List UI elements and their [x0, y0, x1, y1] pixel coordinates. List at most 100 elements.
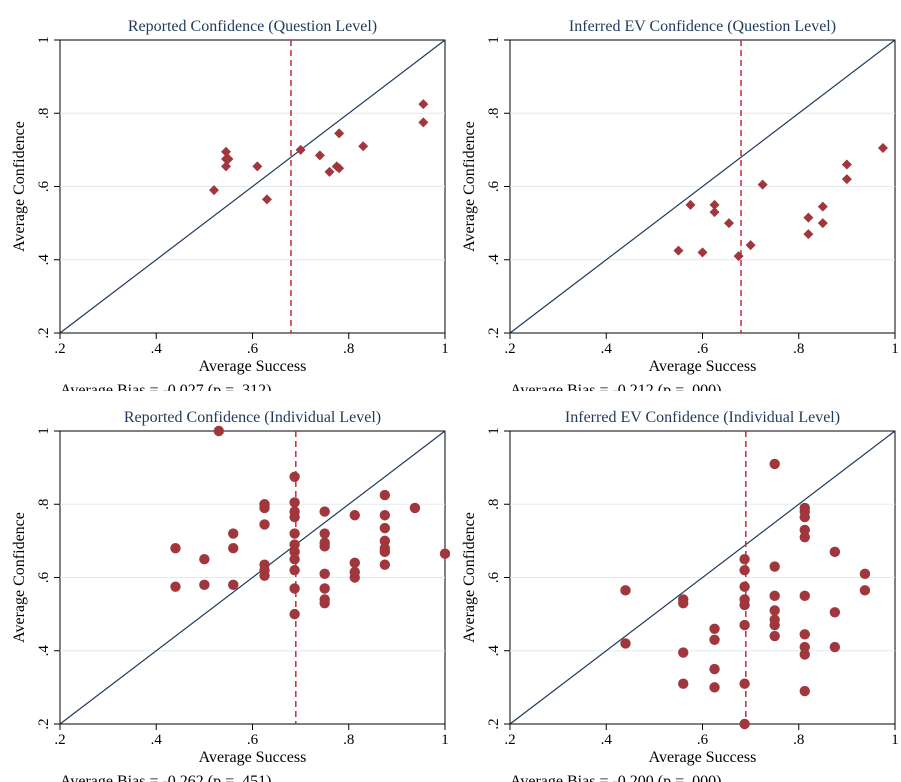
- data-point: [199, 553, 210, 565]
- y-tick-label: .6: [36, 180, 52, 192]
- data-point: [829, 546, 841, 558]
- x-axis-label: Average Success: [649, 749, 757, 766]
- y-tick-label: 1: [36, 427, 52, 435]
- scatter-chart: Inferred EV Confidence (Individual Level…: [461, 409, 899, 782]
- y-axis-label: Average Confidence: [11, 512, 28, 643]
- data-point: [418, 117, 429, 128]
- data-point: [349, 510, 360, 521]
- x-tick-label: .8: [793, 732, 804, 748]
- data-point: [709, 663, 720, 675]
- data-point: [259, 570, 270, 581]
- chart-panel-inferred-question: Inferred EV Confidence (Question Level).…: [450, 0, 901, 391]
- data-point: [769, 619, 780, 631]
- data-point: [379, 489, 391, 501]
- data-point: [334, 128, 345, 139]
- x-axis-label: Average Success: [649, 358, 757, 375]
- data-point: [289, 546, 300, 558]
- x-tick-label: 1: [441, 341, 449, 357]
- data-point: [289, 583, 300, 594]
- data-point: [349, 572, 360, 583]
- x-tick-label: .4: [601, 341, 613, 357]
- data-point: [841, 159, 852, 170]
- data-point: [817, 201, 828, 212]
- chart-panel-reported-question: Reported Confidence (Question Level) .2 .4…: [0, 0, 450, 391]
- data-point: [228, 579, 239, 591]
- y-axis-label: Average Confidence: [461, 121, 478, 252]
- data-point: [314, 150, 325, 161]
- reference-line: [509, 39, 896, 334]
- data-point: [319, 506, 330, 517]
- data-point: [678, 647, 689, 658]
- data-point: [799, 685, 810, 697]
- data-point: [799, 649, 810, 660]
- data-point: [829, 607, 841, 618]
- y-tick-label: .2: [36, 327, 52, 338]
- data-point: [697, 247, 708, 258]
- x-tick-label: .4: [151, 732, 163, 748]
- data-point: [289, 471, 300, 482]
- reference-line: [59, 430, 446, 725]
- x-tick-label: .6: [697, 732, 709, 748]
- scatter-chart: Reported Confidence (Individual Level) .2…: [11, 409, 450, 782]
- y-tick-label: .6: [36, 571, 52, 583]
- data-point: [223, 154, 234, 165]
- data-point: [319, 528, 330, 539]
- data-point: [739, 564, 750, 576]
- data-point: [295, 144, 306, 155]
- data-point: [379, 559, 391, 570]
- data-point: [409, 502, 421, 514]
- y-axis-label: Average Confidence: [11, 121, 28, 252]
- data-point: [252, 161, 263, 172]
- data-point: [841, 174, 852, 185]
- data-point: [319, 597, 330, 609]
- x-tick-label: 1: [441, 732, 449, 748]
- data-point: [859, 568, 871, 580]
- data-point: [829, 641, 841, 653]
- data-point: [733, 251, 744, 262]
- data-point: [769, 630, 780, 642]
- x-axis-label: Average Success: [199, 749, 307, 766]
- bias-annotation: Average Bias = -0.027 (p = .312): [60, 382, 271, 391]
- x-tick-label: .8: [343, 732, 354, 748]
- y-tick-label: .8: [486, 499, 502, 510]
- data-point: [799, 532, 810, 543]
- x-tick-label: .4: [601, 732, 613, 748]
- data-point: [799, 629, 810, 640]
- data-point: [673, 245, 684, 256]
- data-point: [739, 553, 750, 565]
- x-tick-label: .2: [54, 341, 65, 357]
- data-point: [319, 541, 330, 552]
- y-tick-label: .2: [36, 718, 52, 729]
- y-tick-label: 1: [486, 427, 502, 435]
- y-tick-label: .6: [486, 180, 502, 192]
- y-axis-label: Average Confidence: [461, 512, 478, 643]
- data-point: [289, 511, 300, 523]
- data-point: [289, 528, 300, 539]
- data-point: [289, 553, 300, 565]
- chart-panel-reported-individual: Reported Confidence (Individual Level) .2…: [0, 391, 450, 782]
- data-point: [259, 502, 270, 514]
- data-point: [803, 229, 814, 240]
- y-tick-label: .8: [36, 499, 52, 510]
- y-tick-label: .4: [486, 254, 502, 266]
- data-point: [803, 212, 814, 223]
- data-point: [620, 638, 631, 649]
- data-point: [324, 166, 335, 177]
- data-point: [379, 522, 391, 534]
- data-point: [289, 497, 300, 508]
- data-point: [319, 583, 330, 594]
- x-tick-label: .8: [793, 341, 804, 357]
- y-tick-label: .4: [486, 645, 502, 657]
- data-point: [228, 528, 239, 539]
- data-point: [739, 718, 750, 730]
- data-point: [769, 458, 780, 470]
- x-tick-label: 1: [891, 732, 899, 748]
- data-point: [228, 543, 239, 554]
- y-tick-label: .4: [36, 254, 52, 266]
- data-point: [620, 585, 631, 596]
- data-point: [213, 425, 225, 437]
- y-tick-label: .8: [486, 108, 502, 119]
- data-point: [289, 608, 300, 620]
- data-point: [877, 143, 888, 154]
- data-point: [769, 561, 780, 572]
